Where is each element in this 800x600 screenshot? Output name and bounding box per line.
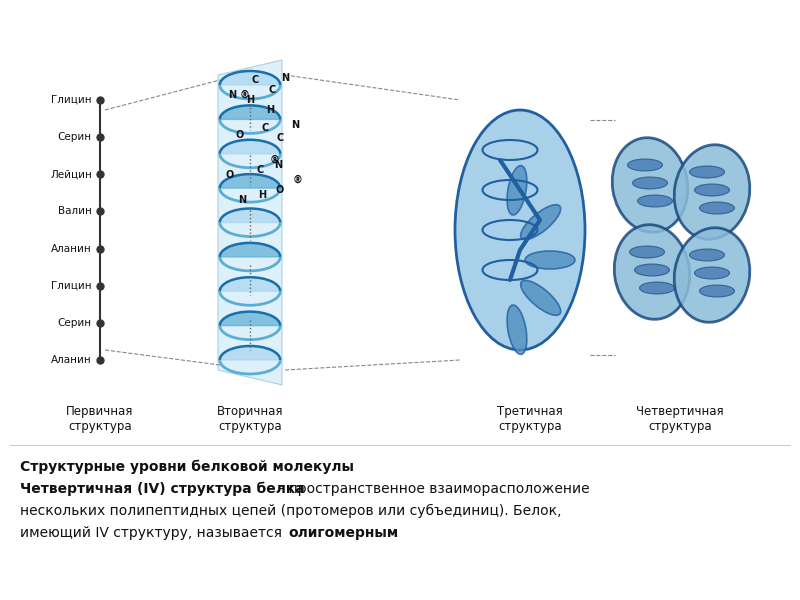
Text: C: C [276, 133, 284, 143]
Text: H: H [258, 190, 266, 200]
Text: Глицин: Глицин [51, 95, 92, 105]
Text: O: O [226, 170, 234, 180]
Ellipse shape [638, 195, 673, 207]
Text: ®: ® [270, 155, 280, 165]
Ellipse shape [521, 280, 561, 316]
Polygon shape [218, 60, 282, 385]
Ellipse shape [525, 251, 575, 269]
Polygon shape [220, 174, 280, 188]
Polygon shape [220, 106, 280, 119]
Ellipse shape [694, 267, 730, 279]
Ellipse shape [627, 159, 662, 171]
Text: Четвертичная
структура: Четвертичная структура [636, 405, 724, 433]
Ellipse shape [455, 110, 585, 350]
Text: O: O [276, 185, 284, 195]
Text: N: N [274, 160, 282, 170]
Text: N: N [291, 120, 299, 130]
Polygon shape [220, 243, 280, 257]
Polygon shape [220, 277, 280, 291]
Ellipse shape [521, 205, 561, 239]
Text: C: C [251, 75, 258, 85]
Ellipse shape [612, 138, 688, 232]
Polygon shape [220, 71, 280, 85]
Text: - пространственное взаиморасположение: - пространственное взаиморасположение [275, 482, 590, 496]
Ellipse shape [699, 285, 734, 297]
Text: C: C [268, 85, 276, 95]
Text: C: C [262, 123, 269, 133]
Ellipse shape [690, 166, 725, 178]
Text: Вторичная
структура: Вторичная структура [217, 405, 283, 433]
Ellipse shape [633, 177, 667, 189]
Ellipse shape [634, 264, 670, 276]
Polygon shape [220, 140, 280, 154]
Text: олигомерным: олигомерным [288, 526, 398, 540]
Text: C: C [256, 165, 264, 175]
Text: нескольких полипептидных цепей (протомеров или субъединиц). Белок,: нескольких полипептидных цепей (протомер… [20, 504, 562, 518]
Text: Первичная
структура: Первичная структура [66, 405, 134, 433]
Text: Серин: Серин [58, 132, 92, 142]
Text: N: N [238, 195, 246, 205]
Text: N: N [281, 73, 289, 83]
Ellipse shape [674, 145, 750, 239]
Text: H: H [246, 95, 254, 105]
Text: Аланин: Аланин [51, 355, 92, 365]
Ellipse shape [699, 202, 734, 214]
Text: Глицин: Глицин [51, 281, 92, 291]
Ellipse shape [507, 305, 527, 355]
Ellipse shape [614, 224, 690, 319]
Text: O: O [236, 130, 244, 140]
Ellipse shape [639, 282, 674, 294]
Text: Валин: Валин [58, 206, 92, 217]
Text: имеющий IV структуру, называется: имеющий IV структуру, называется [20, 526, 286, 540]
Text: Структурные уровни белковой молекулы: Структурные уровни белковой молекулы [20, 460, 354, 475]
Text: H: H [266, 105, 274, 115]
Ellipse shape [674, 228, 750, 322]
Ellipse shape [690, 249, 725, 261]
Text: ®: ® [293, 175, 303, 185]
Polygon shape [220, 311, 280, 326]
Text: N: N [228, 90, 236, 100]
Text: ®: ® [240, 90, 250, 100]
Text: Лейцин: Лейцин [50, 169, 92, 179]
Ellipse shape [630, 246, 665, 258]
Ellipse shape [694, 184, 730, 196]
Text: Аланин: Аланин [51, 244, 92, 254]
Text: Третичная
структура: Третичная структура [497, 405, 563, 433]
Text: Четвертичная (IV) структура белка: Четвертичная (IV) структура белка [20, 482, 305, 496]
Ellipse shape [507, 166, 527, 215]
Polygon shape [220, 346, 280, 360]
Text: Серин: Серин [58, 318, 92, 328]
Polygon shape [220, 209, 280, 223]
